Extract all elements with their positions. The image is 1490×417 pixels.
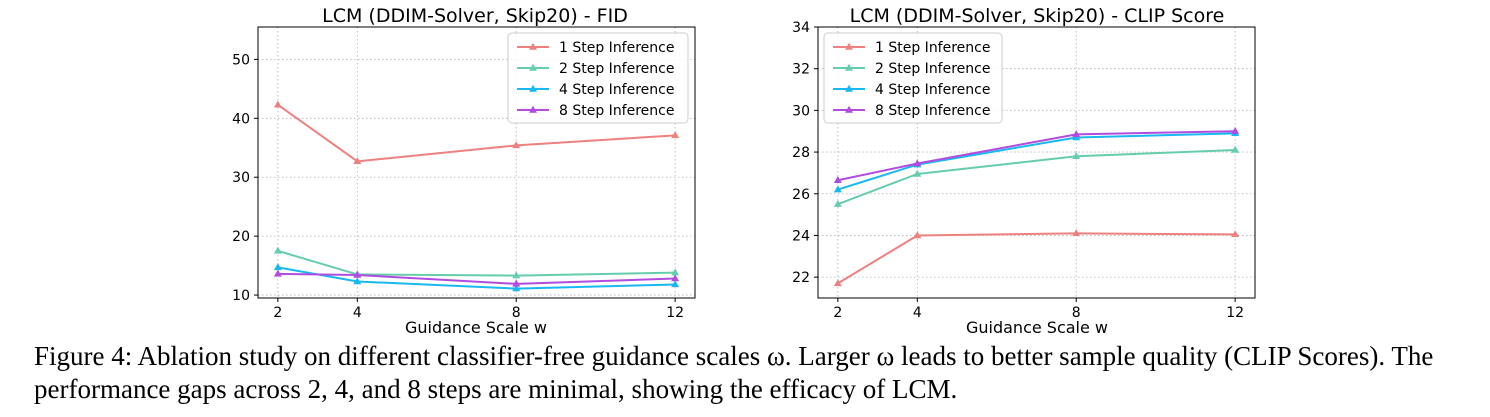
y-tick-label: 32	[792, 62, 810, 78]
caption-label: Figure 4:	[34, 341, 133, 371]
x-tick-label: 4	[353, 305, 362, 321]
chart-title: LCM (DDIM-Solver, Skip20) - FID	[322, 5, 628, 27]
y-ticks: 10 20 30 40 50	[232, 52, 258, 304]
data-point	[1231, 230, 1240, 238]
y-tick-label: 10	[232, 288, 250, 304]
data-point	[273, 263, 282, 271]
plot-frame	[257, 26, 696, 299]
legend-marker	[845, 63, 853, 71]
x-ticks: 2 4 8 12	[273, 298, 684, 321]
data-point	[1231, 127, 1240, 134]
y-tick-label: 34	[792, 20, 810, 36]
y-tick-label: 40	[232, 111, 250, 127]
y-ticks: 22 24 26 28 30 32 34	[792, 20, 818, 286]
legend: 1 Step Inference 2 Step Inference 4 Step I…	[507, 32, 689, 124]
x-tick-label: 12	[666, 305, 684, 321]
legend-box	[823, 32, 1003, 124]
legend: 1 Step Inference 2 Step Inference 4 Step I…	[823, 32, 1003, 124]
x-tick-label: 2	[833, 305, 842, 321]
legend-label: 8 Step Inference	[875, 103, 990, 119]
legend-label: 4 Step Inference	[559, 82, 674, 98]
clip-score-chart: LCM (DDIM-Solver, Skip20) - CLIP Score 2…	[792, 5, 1256, 337]
chart-title: LCM (DDIM-Solver, Skip20) - CLIP Score	[850, 5, 1225, 27]
caption-text: Ablation study on different classifier-f…	[34, 341, 1434, 404]
data-point	[671, 131, 680, 139]
x-axis-label: Guidance Scale w	[405, 318, 547, 337]
data-point	[353, 277, 362, 285]
x-axis-label: Guidance Scale w	[966, 318, 1108, 337]
series-line	[277, 103, 676, 163]
legend-label: 1 Step Inference	[875, 40, 990, 56]
data-point	[353, 270, 362, 278]
legend-box	[507, 32, 689, 124]
y-tick-label: 20	[232, 229, 250, 245]
y-tick-label: 30	[232, 170, 250, 186]
series-line	[837, 132, 1236, 191]
series-line	[277, 249, 676, 277]
y-tick-label: 22	[792, 270, 810, 286]
legend-label: 2 Step Inference	[875, 61, 990, 77]
data-point	[913, 169, 922, 177]
legend-label: 4 Step Inference	[875, 82, 990, 98]
y-tick-label: 28	[792, 145, 810, 161]
y-tick-label: 30	[792, 103, 810, 119]
data-point	[512, 284, 521, 292]
legend-marker	[529, 105, 537, 113]
x-tick-label: 8	[512, 305, 521, 321]
series-line	[837, 130, 1236, 182]
series-layer	[273, 100, 680, 292]
series-line	[277, 266, 676, 290]
legend-marker	[845, 84, 853, 92]
plot-frame	[817, 26, 1256, 299]
data-point	[833, 279, 842, 287]
x-tick-label: 8	[1072, 305, 1081, 321]
data-point	[833, 199, 842, 207]
data-point	[1231, 145, 1240, 153]
data-point	[353, 157, 362, 165]
legend-label: 8 Step Inference	[559, 103, 674, 119]
figure-caption: Figure 4: Ablation study on different cl…	[34, 340, 1474, 406]
legend-marker	[529, 84, 537, 92]
data-point	[273, 100, 282, 108]
x-tick-label: 12	[1226, 305, 1244, 321]
legend-marker	[529, 42, 537, 50]
x-tick-label: 4	[913, 305, 922, 321]
legend-label: 2 Step Inference	[559, 61, 674, 77]
data-point	[512, 271, 521, 279]
figure-charts: LCM (DDIM-Solver, Skip20) - FID 2 4 8 12 10…	[232, 5, 1256, 337]
data-point	[833, 185, 842, 193]
x-ticks: 2 4 8 12	[833, 298, 1244, 321]
series-layer	[833, 127, 1240, 287]
x-tick-label: 2	[273, 305, 282, 321]
data-point	[1072, 229, 1081, 237]
data-point	[833, 176, 842, 183]
data-point	[1072, 130, 1081, 138]
y-tick-label: 26	[792, 187, 810, 203]
data-point	[671, 280, 680, 288]
fid-chart: LCM (DDIM-Solver, Skip20) - FID 2 4 8 12 10…	[232, 5, 696, 337]
data-point	[273, 246, 282, 254]
y-tick-label: 50	[232, 52, 250, 68]
legend-marker	[845, 105, 853, 113]
data-point	[671, 274, 680, 282]
data-point	[512, 141, 521, 149]
series-line	[277, 272, 676, 285]
series-line	[837, 148, 1236, 206]
data-point	[273, 269, 282, 277]
legend-marker	[529, 63, 537, 71]
legend-marker	[845, 42, 853, 50]
data-point	[913, 231, 922, 239]
data-point	[1072, 152, 1081, 159]
legend-label: 1 Step Inference	[559, 40, 674, 56]
series-line	[837, 232, 1236, 285]
data-point	[512, 279, 521, 287]
data-point	[671, 268, 680, 276]
y-tick-label: 24	[792, 228, 810, 244]
data-point	[913, 159, 922, 167]
